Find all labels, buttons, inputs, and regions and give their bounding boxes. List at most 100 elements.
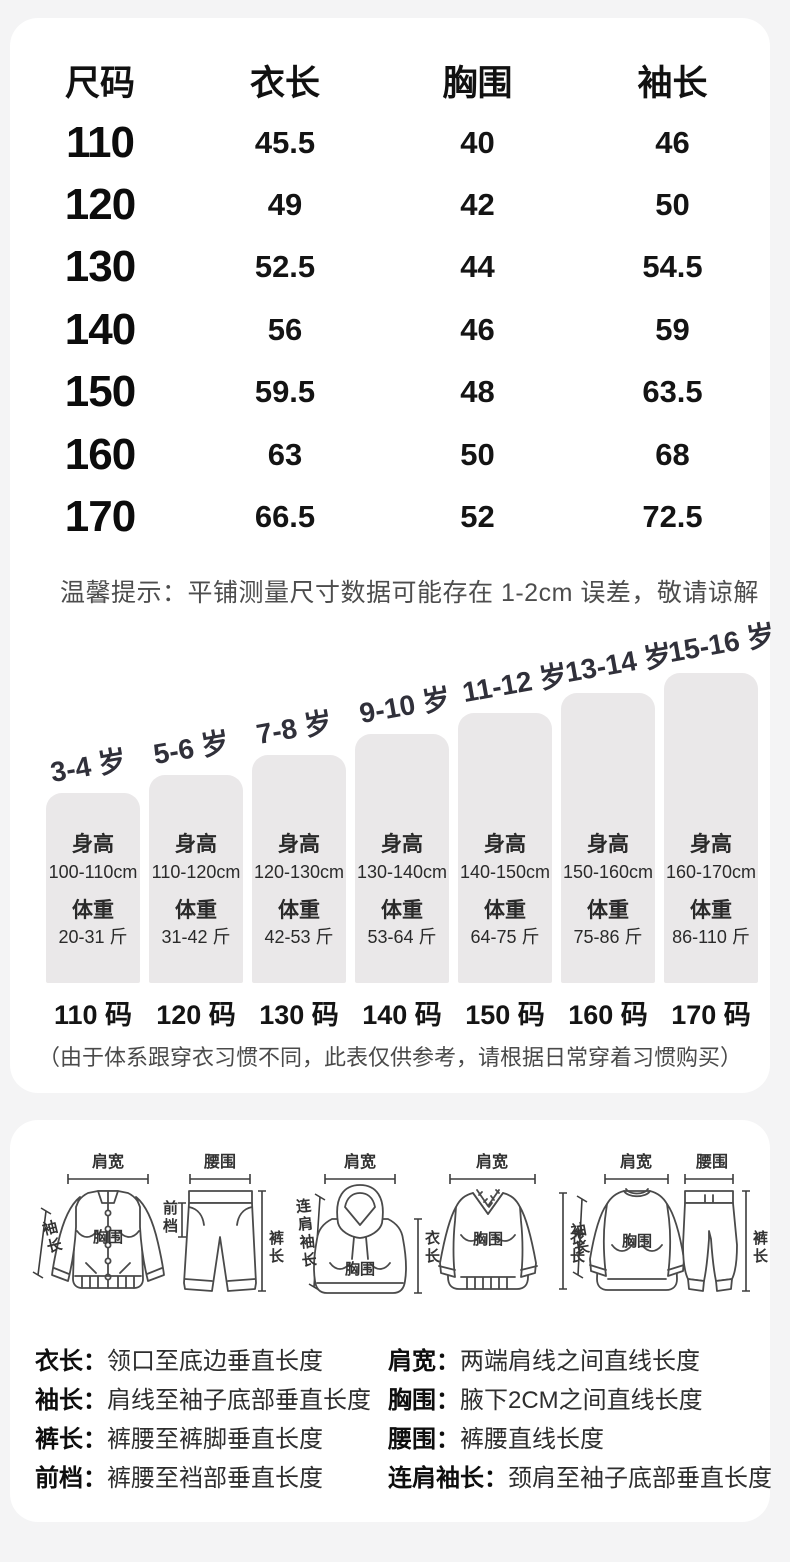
age-size-bar: 身高 100-110cm 体重 20-31 斤 [46, 793, 140, 983]
length-value: 59.5 [254, 374, 316, 409]
size-code-label: 140 码 [362, 1000, 442, 1030]
measurement-tip: 温馨提示：平铺测量尺寸数据可能存在 1-2cm 误差，敬请谅解 [60, 579, 759, 607]
definition-separator: ： [484, 1465, 508, 1492]
age-size-bar: 身高 140-150cm 体重 64-75 斤 [458, 713, 552, 983]
weight-range: 86-110 斤 [672, 927, 750, 947]
weight-range: 31-42 斤 [161, 927, 231, 947]
size-chart-card: 尺码 衣长 胸围 袖长 110 45.5 40 46 120 49 42 50 … [10, 18, 777, 1093]
height-label: 身高 [278, 833, 320, 856]
joggers-diagram [682, 1174, 750, 1292]
sleeve-value: 63.5 [642, 374, 703, 409]
height-range: 120-130cm [253, 862, 345, 882]
definition-separator: ： [83, 1387, 107, 1414]
weight-label: 体重 [175, 899, 217, 922]
vneck-chest-label: 胸围 [472, 1231, 504, 1248]
height-label: 身高 [381, 833, 423, 856]
length-value: 49 [267, 187, 303, 222]
measurement-guide-card: 肩宽 袖长 胸围 腰围 前档 裤长 [10, 1120, 772, 1522]
sleeve-value: 72.5 [642, 499, 703, 534]
size-value: 160 [64, 430, 136, 479]
sleeve-value: 68 [655, 437, 690, 472]
pants-waist-label: 腰围 [203, 1154, 237, 1171]
age-label: 15-16 岁 [666, 618, 778, 669]
definition-term: 肩宽 [388, 1348, 436, 1375]
definition-text: 腋下2CM之间直线长度 [460, 1387, 703, 1414]
sleeve-value: 59 [655, 312, 690, 347]
definition-line: 胸围：腋下2CM之间直线长度 [388, 1381, 772, 1420]
definition-term: 袖长 [35, 1387, 83, 1414]
table-row: 140 56 46 59 [10, 305, 770, 355]
height-label: 身高 [690, 833, 732, 856]
definition-separator: ： [436, 1426, 460, 1453]
age-size-bar: 身高 120-130cm 体重 42-53 斤 [252, 755, 346, 983]
sweatshirt-shoulder-label: 肩宽 [619, 1154, 653, 1171]
definition-line: 裤长：裤腰至裤脚垂直长度 [35, 1420, 371, 1459]
column-header-sleeve: 袖长 [637, 63, 708, 103]
height-range: 140-150cm [459, 862, 551, 882]
vneck-shoulder-label: 肩宽 [475, 1154, 509, 1171]
definition-separator: ： [83, 1348, 107, 1375]
weight-range: 75-86 斤 [573, 927, 643, 947]
chest-value: 46 [460, 312, 495, 347]
length-value: 66.5 [254, 499, 316, 534]
age-label: 9-10 岁 [357, 682, 453, 730]
age-label: 5-6 岁 [151, 726, 232, 771]
definition-separator: ： [436, 1387, 460, 1414]
weight-label: 体重 [72, 899, 114, 922]
chest-value: 48 [460, 374, 495, 409]
age-size-bar: 身高 110-120cm 体重 31-42 斤 [149, 775, 243, 983]
sleeve-value: 54.5 [642, 249, 703, 284]
definition-term: 衣长 [35, 1348, 83, 1375]
size-code-label: 170 码 [671, 1000, 751, 1030]
column-header-chest: 胸围 [442, 63, 513, 103]
size-value: 130 [64, 242, 136, 291]
definition-line: 连肩袖长：颈肩至袖子底部垂直长度 [388, 1459, 772, 1498]
table-row: 160 63 50 68 [10, 430, 770, 480]
size-code-label: 160 码 [568, 1000, 648, 1030]
table-row: 150 59.5 48 63.5 [10, 367, 770, 417]
definition-separator: ： [436, 1348, 460, 1375]
definition-text: 领口至底边垂直长度 [107, 1348, 323, 1375]
definition-text: 裤腰至裤脚垂直长度 [107, 1426, 323, 1453]
definition-term: 前档 [35, 1465, 83, 1492]
height-label: 身高 [72, 833, 114, 856]
definition-term: 连肩袖长 [388, 1465, 484, 1492]
definition-text: 颈肩至袖子底部垂直长度 [508, 1465, 772, 1492]
weight-range: 64-75 斤 [470, 927, 540, 947]
jacket-chest-label: 胸围 [92, 1229, 124, 1246]
chest-value: 50 [460, 437, 495, 472]
definition-separator: ： [83, 1426, 107, 1453]
table-row: 130 52.5 44 54.5 [10, 242, 770, 292]
hoodie-diagram [308, 1174, 422, 1294]
age-size-bar: 身高 130-140cm 体重 53-64 斤 [355, 734, 449, 983]
jacket-diagram [32, 1174, 165, 1289]
size-code-label: 150 码 [465, 1000, 545, 1030]
column-header-size: 尺码 [64, 63, 135, 103]
age-label: 3-4 岁 [48, 744, 129, 789]
definition-line: 前档：裤腰至裆部垂直长度 [35, 1459, 371, 1498]
pants-rise-label: 前档 [161, 1200, 178, 1236]
definition-text: 裤腰直线长度 [460, 1426, 604, 1453]
weight-label: 体重 [587, 899, 629, 922]
definition-line: 肩宽：两端肩线之间直线长度 [388, 1342, 772, 1381]
jacket-shoulder-label: 肩宽 [91, 1154, 125, 1171]
hoodie-length-label: 衣长 [423, 1230, 440, 1266]
height-label: 身高 [587, 833, 629, 856]
pants-diagram [178, 1174, 266, 1292]
sleeve-value: 50 [655, 187, 690, 222]
height-range: 160-170cm [665, 862, 757, 882]
definition-separator: ： [83, 1465, 107, 1492]
weight-range: 53-64 斤 [367, 927, 437, 947]
joggers-waist-label: 腰围 [695, 1154, 729, 1171]
length-value: 45.5 [254, 125, 316, 160]
size-value: 150 [64, 367, 136, 416]
chest-value: 40 [460, 125, 495, 160]
weight-label: 体重 [484, 899, 526, 922]
pants-length-label: 裤长 [267, 1230, 284, 1266]
definition-line: 腰围：裤腰直线长度 [388, 1420, 772, 1459]
height-range: 130-140cm [356, 862, 448, 882]
definition-term: 裤长 [35, 1426, 83, 1453]
age-label: 11-12 岁 [460, 659, 570, 709]
definition-term: 腰围 [388, 1426, 436, 1453]
